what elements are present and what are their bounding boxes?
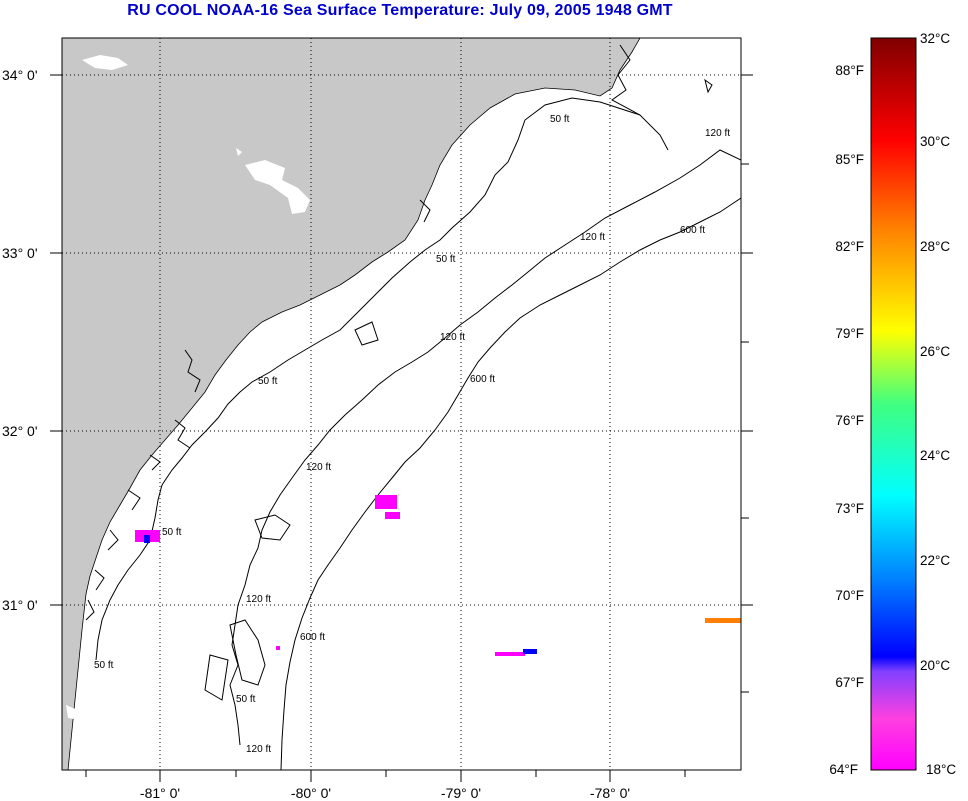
contour-label-120ft: 120 ft [580, 232, 605, 243]
contour-label-120ft: 120 ft [246, 594, 271, 605]
contour-label-50ft: 50 ft [436, 254, 456, 265]
colorbar-f-label: 85°F [835, 152, 864, 167]
colorbar-f-label: 82°F [835, 239, 864, 254]
contour-label-120ft: 120 ft [705, 128, 730, 139]
lat-label: 31° 0' [2, 597, 38, 613]
lat-label: 32° 0' [2, 423, 38, 439]
shoal-contour [254, 514, 291, 541]
colorbar-c-label: 20°C [920, 658, 950, 673]
contour-label-50ft: 50 ft [258, 376, 278, 387]
map-title: RU COOL NOAA-16 Sea Surface Temperature:… [127, 2, 673, 19]
shoal-contour [354, 321, 379, 346]
contour-label-600ft: 600 ft [470, 374, 495, 385]
contour-label-50ft: 50 ft [550, 114, 570, 125]
colorbar-f-label: 73°F [835, 501, 864, 516]
contour-label-120ft: 120 ft [306, 462, 331, 473]
lon-label: -79° 0' [441, 785, 481, 801]
contour-label-600ft: 600 ft [680, 225, 705, 236]
shoal-contour [204, 654, 229, 701]
inland-lake [236, 148, 242, 156]
lat-label: 33° 0' [2, 245, 38, 261]
inland-lake [66, 705, 82, 720]
inland-lake [245, 160, 310, 214]
axis-ticks [50, 74, 753, 782]
colorbar-f-label: 79°F [835, 326, 864, 341]
colorbar-fahrenheit-labels: 88°F 85°F 82°F 79°F 76°F 73°F 70°F 67°F … [829, 63, 864, 777]
inland-lake [82, 55, 128, 70]
sst-patches [135, 495, 741, 656]
contour-label-50ft: 50 ft [236, 694, 256, 705]
colorbar [870, 37, 917, 771]
lat-label: 34° 0' [2, 67, 38, 83]
contour-label-120ft: 120 ft [440, 332, 465, 343]
colorbar-c-label: 22°C [920, 553, 950, 568]
colorbar-c-label: 18°C [926, 762, 956, 777]
colorbar-c-label: 26°C [920, 344, 950, 359]
lon-label: -80° 0' [291, 785, 331, 801]
contour-label-50ft: 50 ft [162, 527, 182, 538]
contour-labels: 50 ft 50 ft 50 ft 50 ft 50 ft 50 ft 120 … [94, 114, 730, 755]
longitude-labels: -81° 0' -80° 0' -79° 0' -78° 0' [140, 785, 630, 801]
colorbar-f-label: 64°F [829, 762, 858, 777]
colorbar-f-label: 67°F [835, 675, 864, 690]
isobath-600ft [280, 197, 741, 770]
shoal-contour [229, 619, 266, 686]
colorbar-celsius-labels: 32°C 30°C 28°C 26°C 24°C 22°C 20°C 18°C [920, 31, 956, 777]
colorbar-f-label: 70°F [835, 588, 864, 603]
contour-label-600ft: 600 ft [300, 632, 325, 643]
colorbar-c-label: 28°C [920, 239, 950, 254]
contour-label-120ft: 120 ft [246, 744, 271, 755]
colorbar-f-label: 88°F [835, 63, 864, 78]
colorbar-c-label: 24°C [920, 448, 950, 463]
colorbar-c-label: 32°C [920, 31, 950, 46]
land-coastline [62, 38, 641, 770]
colorbar-c-label: 30°C [920, 134, 950, 149]
lon-label: -81° 0' [140, 785, 180, 801]
contour-label-50ft: 50 ft [94, 660, 114, 671]
latitude-labels: 34° 0' 33° 0' 32° 0' 31° 0' [2, 67, 38, 613]
shoal-contour [704, 78, 713, 94]
lon-label: -78° 0' [590, 785, 630, 801]
colorbar-f-label: 76°F [835, 413, 864, 428]
isobath-120ft [229, 149, 741, 746]
